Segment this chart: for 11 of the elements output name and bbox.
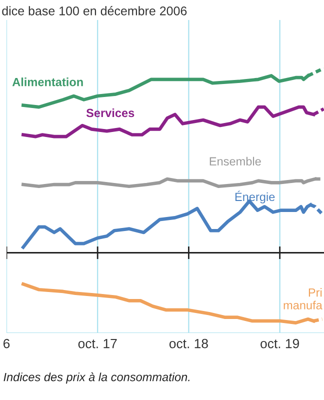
- series-label: Pri manufa: [284, 288, 322, 310]
- series-label: Alimentation: [12, 78, 83, 86]
- chart-title: dice base 100 en décembre 2006: [2, 6, 187, 16]
- series-label: Ensemble: [210, 156, 261, 166]
- x-tick-label: oct. 18: [169, 338, 208, 348]
- x-tick-label: oct. 19: [260, 338, 299, 348]
- series-label: Services: [86, 108, 134, 118]
- series-label: Énergie: [235, 190, 275, 204]
- x-tick-label: oct. 17: [78, 339, 117, 348]
- text: Indices des prix à la consommation.: [4, 372, 190, 384]
- x-tick-label: 6: [3, 338, 10, 348]
